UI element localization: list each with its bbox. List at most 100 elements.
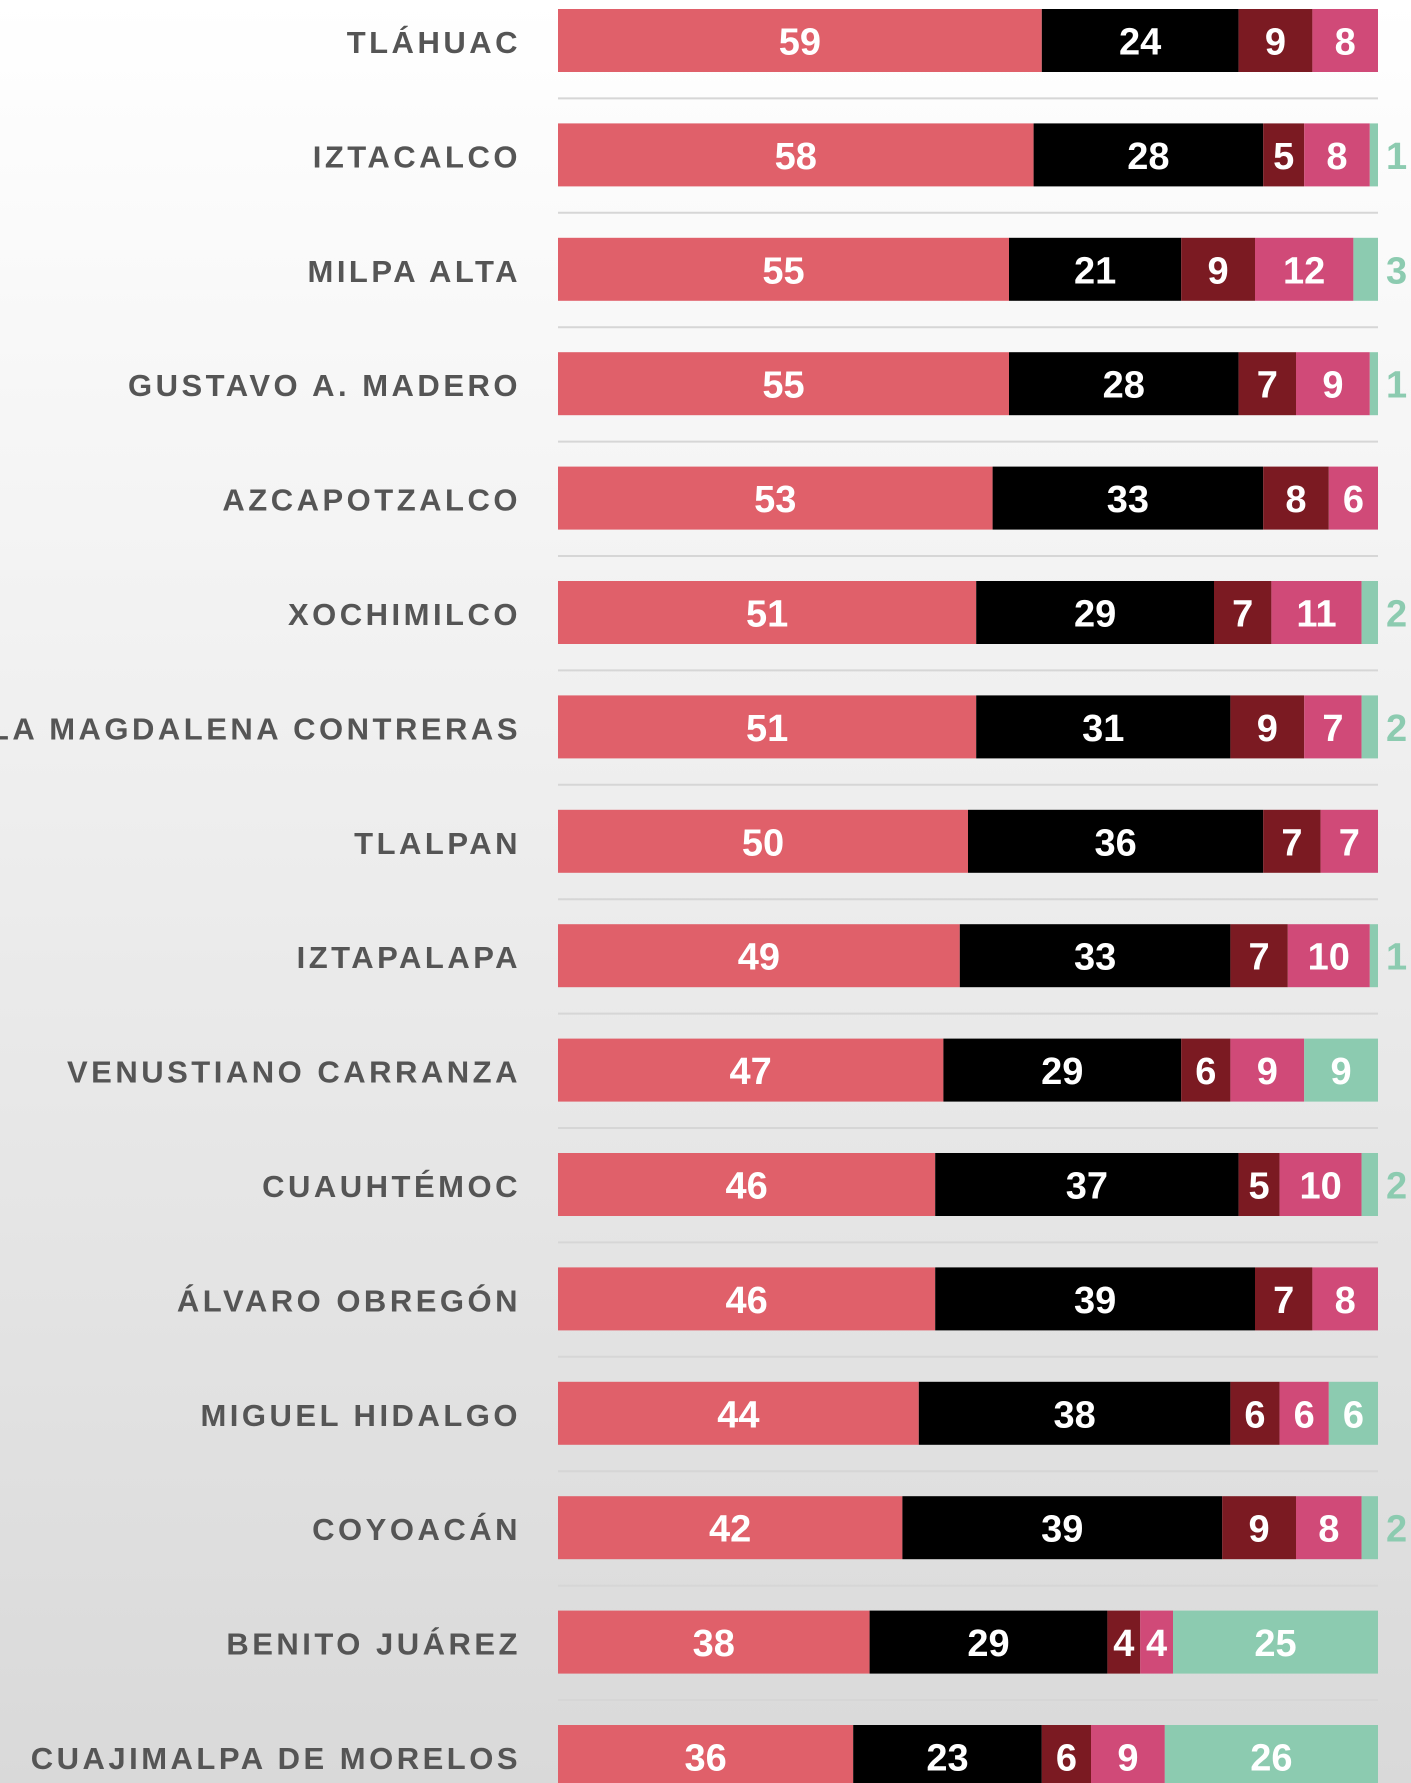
bar-segment [853, 1725, 1042, 1783]
category-label: COYOACÁN [312, 1512, 521, 1547]
value-label: 2 [1386, 708, 1407, 750]
bar-segment [1296, 352, 1370, 416]
value-label: 21 [1074, 250, 1116, 292]
value-label: 39 [1074, 1280, 1116, 1322]
bar-segment [1181, 237, 1255, 301]
bar-segment [558, 1267, 936, 1331]
category-label: TLÁHUAC [347, 25, 521, 60]
bar-segment [1041, 9, 1239, 72]
value-label: 58 [775, 136, 817, 178]
value-label: 25 [1254, 1623, 1296, 1665]
category-label: CUAUHTÉMOC [262, 1169, 521, 1204]
bar-segment [1230, 1381, 1280, 1445]
bar-segment [558, 1153, 936, 1216]
value-label: 28 [1127, 136, 1169, 178]
value-label: 9 [1322, 365, 1343, 407]
value-label: 1 [1386, 365, 1407, 407]
category-label: CUAJIMALPA DE MORELOS [31, 1741, 521, 1776]
bar-segment [992, 466, 1264, 530]
bar-segment [558, 809, 968, 873]
bar-segment [959, 924, 1231, 988]
bar-segment [558, 1725, 854, 1783]
value-label: 7 [1257, 365, 1278, 407]
value-label: 7 [1322, 708, 1343, 750]
value-label: 37 [1066, 1166, 1108, 1208]
bar-segment [1353, 237, 1378, 301]
bar-segment [968, 809, 1264, 873]
value-label: 2 [1386, 1509, 1407, 1551]
value-label: 9 [1117, 1738, 1138, 1780]
bar-segment [1304, 695, 1362, 759]
value-label: 6 [1294, 1394, 1315, 1436]
bar-segment [558, 581, 977, 644]
value-label: 51 [746, 708, 788, 750]
value-label: 46 [725, 1280, 767, 1322]
value-label: 36 [1094, 822, 1136, 864]
bar-segment [558, 924, 960, 988]
value-label: 42 [709, 1509, 751, 1551]
value-label: 4 [1113, 1623, 1134, 1665]
bar-segment [1369, 123, 1378, 187]
value-label: 8 [1335, 1280, 1356, 1322]
value-label: 5 [1273, 136, 1294, 178]
bar-segment [1263, 809, 1321, 873]
bar-segment [1238, 9, 1313, 72]
value-label: 38 [1053, 1394, 1095, 1436]
bar-segment [902, 1496, 1223, 1560]
value-label: 12 [1283, 250, 1325, 292]
value-label: 36 [684, 1738, 726, 1780]
value-label: 8 [1335, 22, 1356, 64]
bar-segment [1263, 466, 1329, 530]
category-label: TLALPAN [354, 826, 521, 861]
value-label: 55 [762, 250, 804, 292]
bar-segment [1255, 237, 1354, 301]
bar-segment [918, 1381, 1231, 1445]
bar-segment [558, 123, 1034, 187]
value-label: 7 [1249, 937, 1270, 979]
bar-segment [1230, 695, 1305, 759]
category-label: MIGUEL HIDALGO [200, 1398, 521, 1433]
value-label: 6 [1195, 1051, 1216, 1093]
bar-segment [1296, 1496, 1362, 1560]
value-label: 9 [1331, 1051, 1352, 1093]
bar-segment [976, 581, 1214, 644]
bar-segment [558, 466, 993, 530]
value-label: 3 [1386, 250, 1407, 292]
value-label: 6 [1343, 479, 1364, 521]
bar-segment [558, 695, 977, 759]
value-label: 29 [1074, 594, 1116, 636]
value-label: 6 [1244, 1394, 1265, 1436]
bar-segment [1230, 924, 1288, 988]
value-label: 5 [1249, 1166, 1270, 1208]
value-label: 2 [1386, 594, 1407, 636]
bar-segment [1361, 1496, 1378, 1560]
value-label: 11 [1296, 594, 1336, 636]
bar-segment [935, 1153, 1239, 1216]
value-label: 38 [693, 1623, 735, 1665]
value-label: 7 [1339, 822, 1360, 864]
value-label: 8 [1318, 1509, 1339, 1551]
bar-segment [558, 352, 1009, 416]
bar-segment [976, 695, 1231, 759]
value-label: 33 [1074, 937, 1116, 979]
bar-segment [558, 9, 1042, 72]
value-label: 7 [1232, 594, 1253, 636]
bar-segment [1230, 1038, 1305, 1102]
bar-segment [1328, 466, 1378, 530]
bar-segment [1214, 581, 1272, 644]
value-label: 10 [1299, 1166, 1341, 1208]
value-label: 9 [1265, 22, 1286, 64]
category-label: LA MAGDALENA CONTRERAS [0, 711, 521, 746]
value-label: 39 [1041, 1509, 1083, 1551]
value-label: 28 [1103, 365, 1145, 407]
value-label: 24 [1119, 22, 1161, 64]
value-label: 9 [1249, 1509, 1270, 1551]
value-label: 59 [779, 22, 821, 64]
value-label: 44 [717, 1394, 759, 1436]
value-label: 9 [1257, 1051, 1278, 1093]
value-label: 55 [762, 365, 804, 407]
bar-segment [1009, 352, 1239, 416]
bar-segment [1320, 809, 1378, 873]
